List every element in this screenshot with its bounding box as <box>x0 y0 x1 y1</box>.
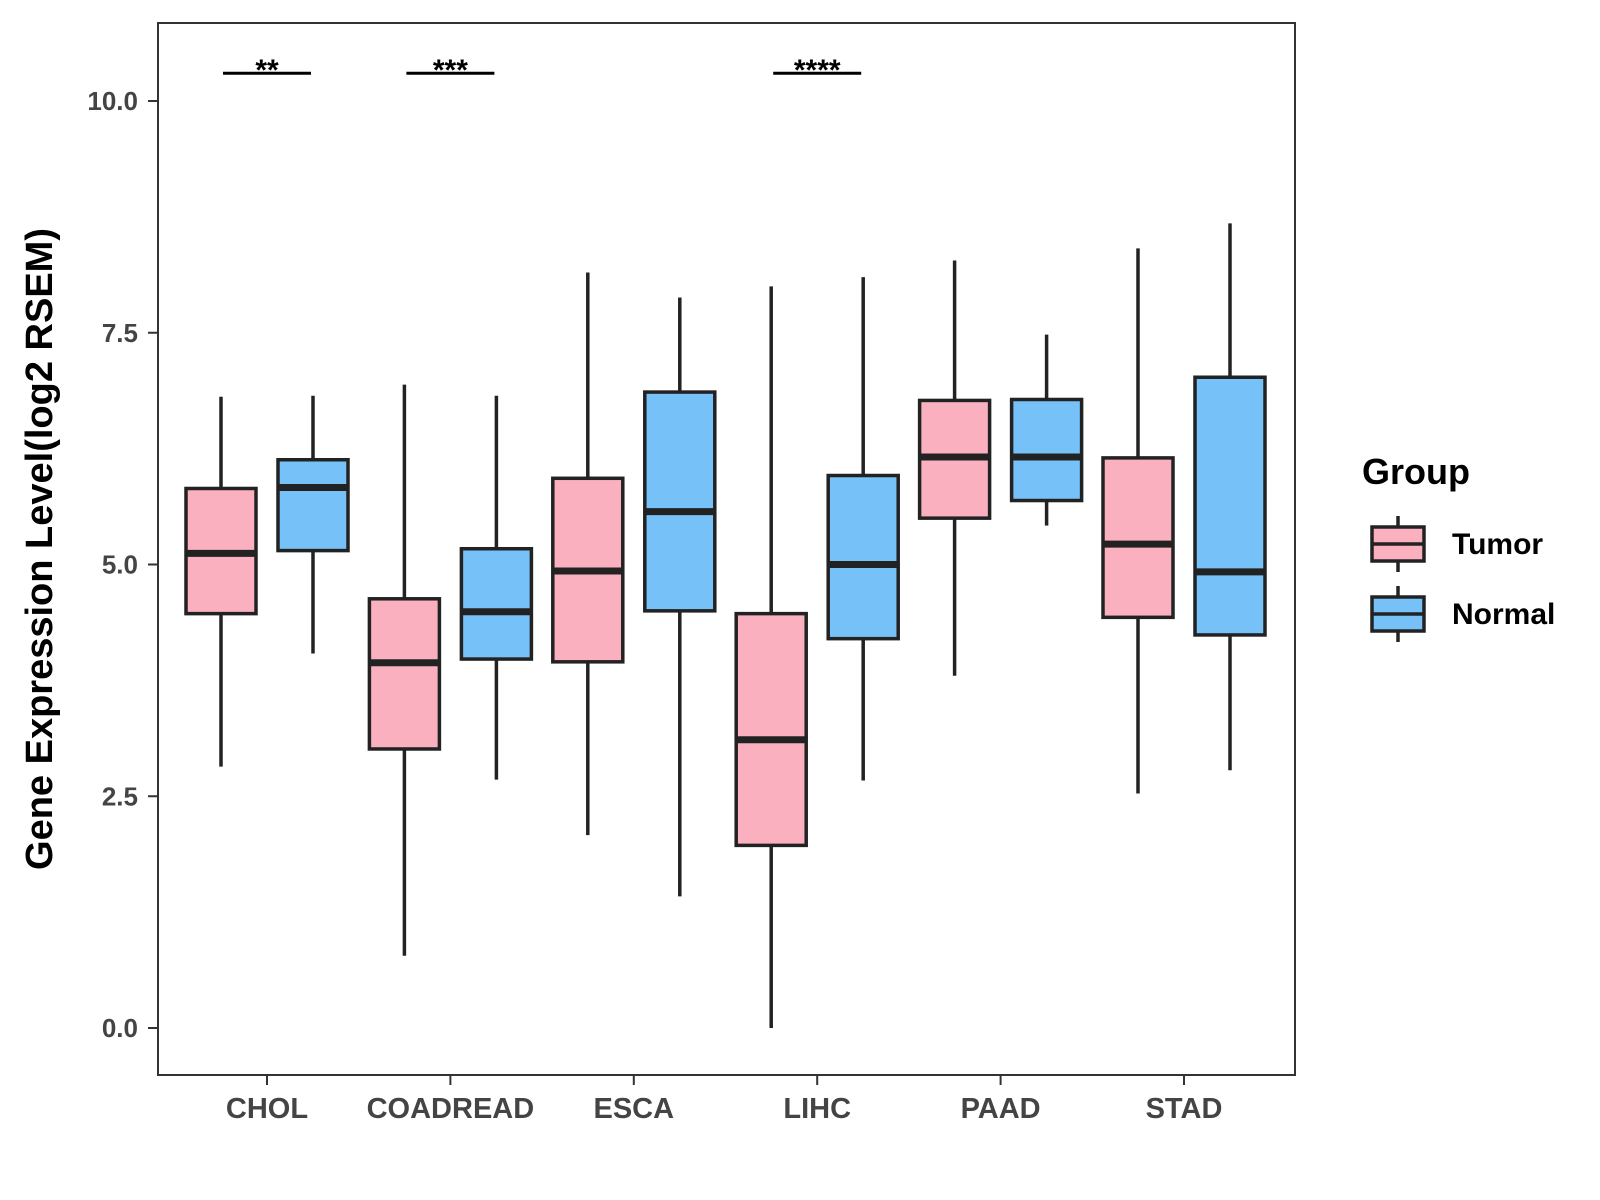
box-iqr <box>1193 375 1267 637</box>
x-tick-label: PAAD <box>961 1093 1041 1125</box>
significance-label: ** <box>255 54 279 87</box>
y-tick-label: 10.0 <box>87 86 138 116</box>
legend: Group Tumor Normal <box>1362 451 1555 642</box>
box-iqr <box>459 546 534 661</box>
y-tick-label: 7.5 <box>102 318 138 348</box>
y-axis: 0.0 2.5 5.0 7.5 10.0 <box>87 86 158 1043</box>
significance-label: *** <box>433 54 468 87</box>
legend-label: Tumor <box>1452 528 1543 561</box>
x-tick-label: ESCA <box>594 1093 675 1125</box>
box-iqr <box>1101 456 1175 620</box>
y-tick-label: 2.5 <box>102 781 138 811</box>
box-normal-stad <box>1193 223 1267 771</box>
box-iqr <box>1009 397 1084 503</box>
box-normal-lihc <box>826 277 900 781</box>
legend-key-normal: Normal <box>1370 586 1555 642</box>
box-iqr <box>367 597 442 751</box>
x-tick-label: COADREAD <box>367 1093 535 1125</box>
legend-keys: Tumor Normal <box>1370 516 1555 642</box>
box-iqr <box>826 473 900 641</box>
series-normal <box>276 223 1267 897</box>
x-tick-label: STAD <box>1146 1093 1223 1125</box>
box-tumor-lihc <box>734 286 808 1028</box>
y-tick-label: 5.0 <box>102 550 138 580</box>
x-tick-label: LIHC <box>783 1093 851 1125</box>
significance-label: **** <box>794 54 841 87</box>
plot-panel-border <box>157 22 1296 1076</box>
legend-key-tumor: Tumor <box>1370 516 1543 572</box>
box-iqr <box>734 611 808 848</box>
box-normal-coadread <box>459 395 534 780</box>
significance-annotations: ** *** **** <box>223 54 862 87</box>
y-axis-title: Gene Expression Level(log2 RSEM) <box>19 228 61 870</box>
legend-title: Group <box>1362 451 1470 492</box>
box-iqr <box>643 390 717 613</box>
y-tick-label: 0.0 <box>102 1013 138 1043</box>
series-tumor <box>184 248 1175 1028</box>
box-normal-chol <box>276 395 350 654</box>
box-iqr <box>276 457 350 553</box>
box-tumor-esca <box>551 272 625 836</box>
box-tumor-coadread <box>367 384 442 956</box>
legend-label: Normal <box>1452 598 1555 631</box>
x-tick-label: CHOL <box>226 1093 308 1125</box>
box-tumor-stad <box>1101 248 1175 794</box>
box-series <box>184 223 1267 1028</box>
box-tumor-paad <box>917 260 992 676</box>
box-tumor-chol <box>184 396 258 767</box>
x-axis: CHOL COADREAD ESCA LIHC PAAD STAD <box>226 1075 1222 1125</box>
box-normal-esca <box>643 297 717 897</box>
box-normal-paad <box>1009 334 1084 526</box>
